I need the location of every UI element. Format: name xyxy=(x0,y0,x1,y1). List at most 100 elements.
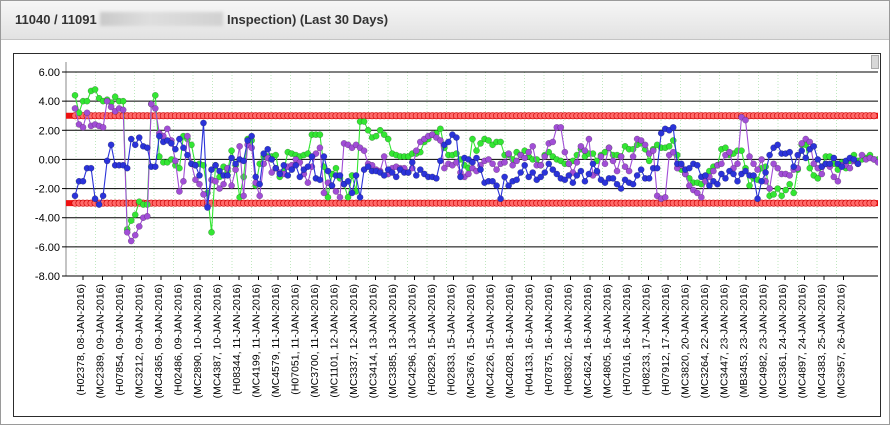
data-point xyxy=(457,173,464,181)
data-point xyxy=(252,173,260,181)
x-tick-label: (H08344, 11-JAN-2016) xyxy=(231,284,243,395)
data-point xyxy=(216,167,223,175)
data-point xyxy=(163,125,171,133)
panel-title-prefix: 11040 / 11091 xyxy=(15,12,97,27)
x-tick-label: (MC3447, 23-JAN-2016) xyxy=(719,284,731,398)
data-point xyxy=(549,138,557,146)
y-tick-label: -6.00 xyxy=(35,242,60,254)
data-point xyxy=(284,172,292,179)
data-point xyxy=(196,172,203,179)
data-point xyxy=(151,91,159,99)
data-point xyxy=(99,124,107,131)
data-point xyxy=(276,170,284,178)
series-purple xyxy=(71,97,878,245)
data-point xyxy=(577,142,585,150)
data-point xyxy=(826,160,834,168)
data-point xyxy=(750,172,757,179)
data-point xyxy=(352,172,360,179)
data-point xyxy=(750,160,757,168)
data-point xyxy=(509,161,516,169)
data-point xyxy=(360,147,368,155)
data-point xyxy=(324,167,332,175)
data-point xyxy=(553,170,561,178)
data-point xyxy=(316,144,324,152)
data-point xyxy=(107,103,115,111)
data-point xyxy=(501,158,508,166)
x-tick-label: (H08233, 17-JAN-2016) xyxy=(641,284,653,395)
data-point xyxy=(348,189,356,197)
x-tick-label: (MC2890, 10-JAN-2016) xyxy=(192,284,204,398)
data-point xyxy=(288,166,296,173)
data-point xyxy=(71,105,79,112)
data-point xyxy=(589,150,597,157)
data-point xyxy=(581,177,589,185)
data-point xyxy=(798,140,806,147)
data-point xyxy=(364,163,372,171)
data-point xyxy=(87,164,95,172)
x-tick-label: (MC4028, 16-JAN-2016) xyxy=(504,284,516,398)
data-point xyxy=(545,160,553,168)
data-point xyxy=(722,175,729,182)
data-point xyxy=(336,172,344,179)
data-point xyxy=(593,167,601,175)
data-point xyxy=(111,93,119,101)
data-point xyxy=(477,140,484,147)
x-tick-label: (MC4296, 13-JAN-2016) xyxy=(407,284,419,398)
data-point xyxy=(344,193,352,201)
data-point xyxy=(388,169,396,176)
x-tick-label: (MC4579, 11-JAN-2016) xyxy=(270,284,282,398)
data-point xyxy=(332,164,340,172)
data-point xyxy=(585,170,593,178)
data-point xyxy=(147,100,155,108)
data-point xyxy=(802,154,810,162)
data-point xyxy=(143,144,151,152)
control-limit-point xyxy=(870,112,878,120)
data-point xyxy=(565,160,573,168)
data-point xyxy=(384,135,392,143)
data-point xyxy=(437,137,444,144)
data-point xyxy=(155,132,163,140)
data-point xyxy=(95,201,103,208)
data-point xyxy=(617,185,625,192)
data-point xyxy=(272,151,280,159)
data-point xyxy=(372,132,380,140)
x-tick-label: (H07854, 09-JAN-2016) xyxy=(114,284,126,395)
data-point xyxy=(505,182,512,190)
data-point xyxy=(541,153,549,160)
data-point xyxy=(412,147,420,155)
chart-resize-handle[interactable] xyxy=(871,55,879,69)
data-point xyxy=(79,177,87,185)
data-point xyxy=(248,144,256,152)
data-point xyxy=(489,160,496,168)
data-point xyxy=(493,182,500,190)
panel-title-bar: 11040 / 11091 Inspection) (Last 30 Days) xyxy=(1,1,889,40)
data-point xyxy=(774,164,781,172)
data-point xyxy=(790,189,798,197)
data-point xyxy=(537,173,545,181)
data-point xyxy=(212,161,219,169)
data-point xyxy=(79,124,87,131)
data-point xyxy=(416,166,424,173)
data-point xyxy=(702,172,709,179)
data-point xyxy=(264,145,272,153)
data-point xyxy=(473,147,480,155)
data-point xyxy=(633,172,641,179)
data-point xyxy=(669,124,677,131)
data-point xyxy=(577,167,585,175)
data-point xyxy=(196,180,203,188)
data-point xyxy=(762,169,769,176)
data-point xyxy=(103,97,111,105)
data-point xyxy=(176,188,183,195)
data-point xyxy=(541,169,549,176)
data-point xyxy=(617,153,625,160)
data-point xyxy=(513,157,521,165)
data-point xyxy=(609,175,617,182)
data-point xyxy=(766,185,773,192)
data-point xyxy=(794,151,802,159)
data-point xyxy=(754,166,761,173)
x-tick-label: (MC3820, 20-JAN-2016) xyxy=(680,284,692,398)
data-point xyxy=(248,132,256,140)
data-point xyxy=(609,157,617,165)
x-tick-label: (H02486, 09-JAN-2016) xyxy=(173,284,185,395)
data-point xyxy=(557,124,565,131)
